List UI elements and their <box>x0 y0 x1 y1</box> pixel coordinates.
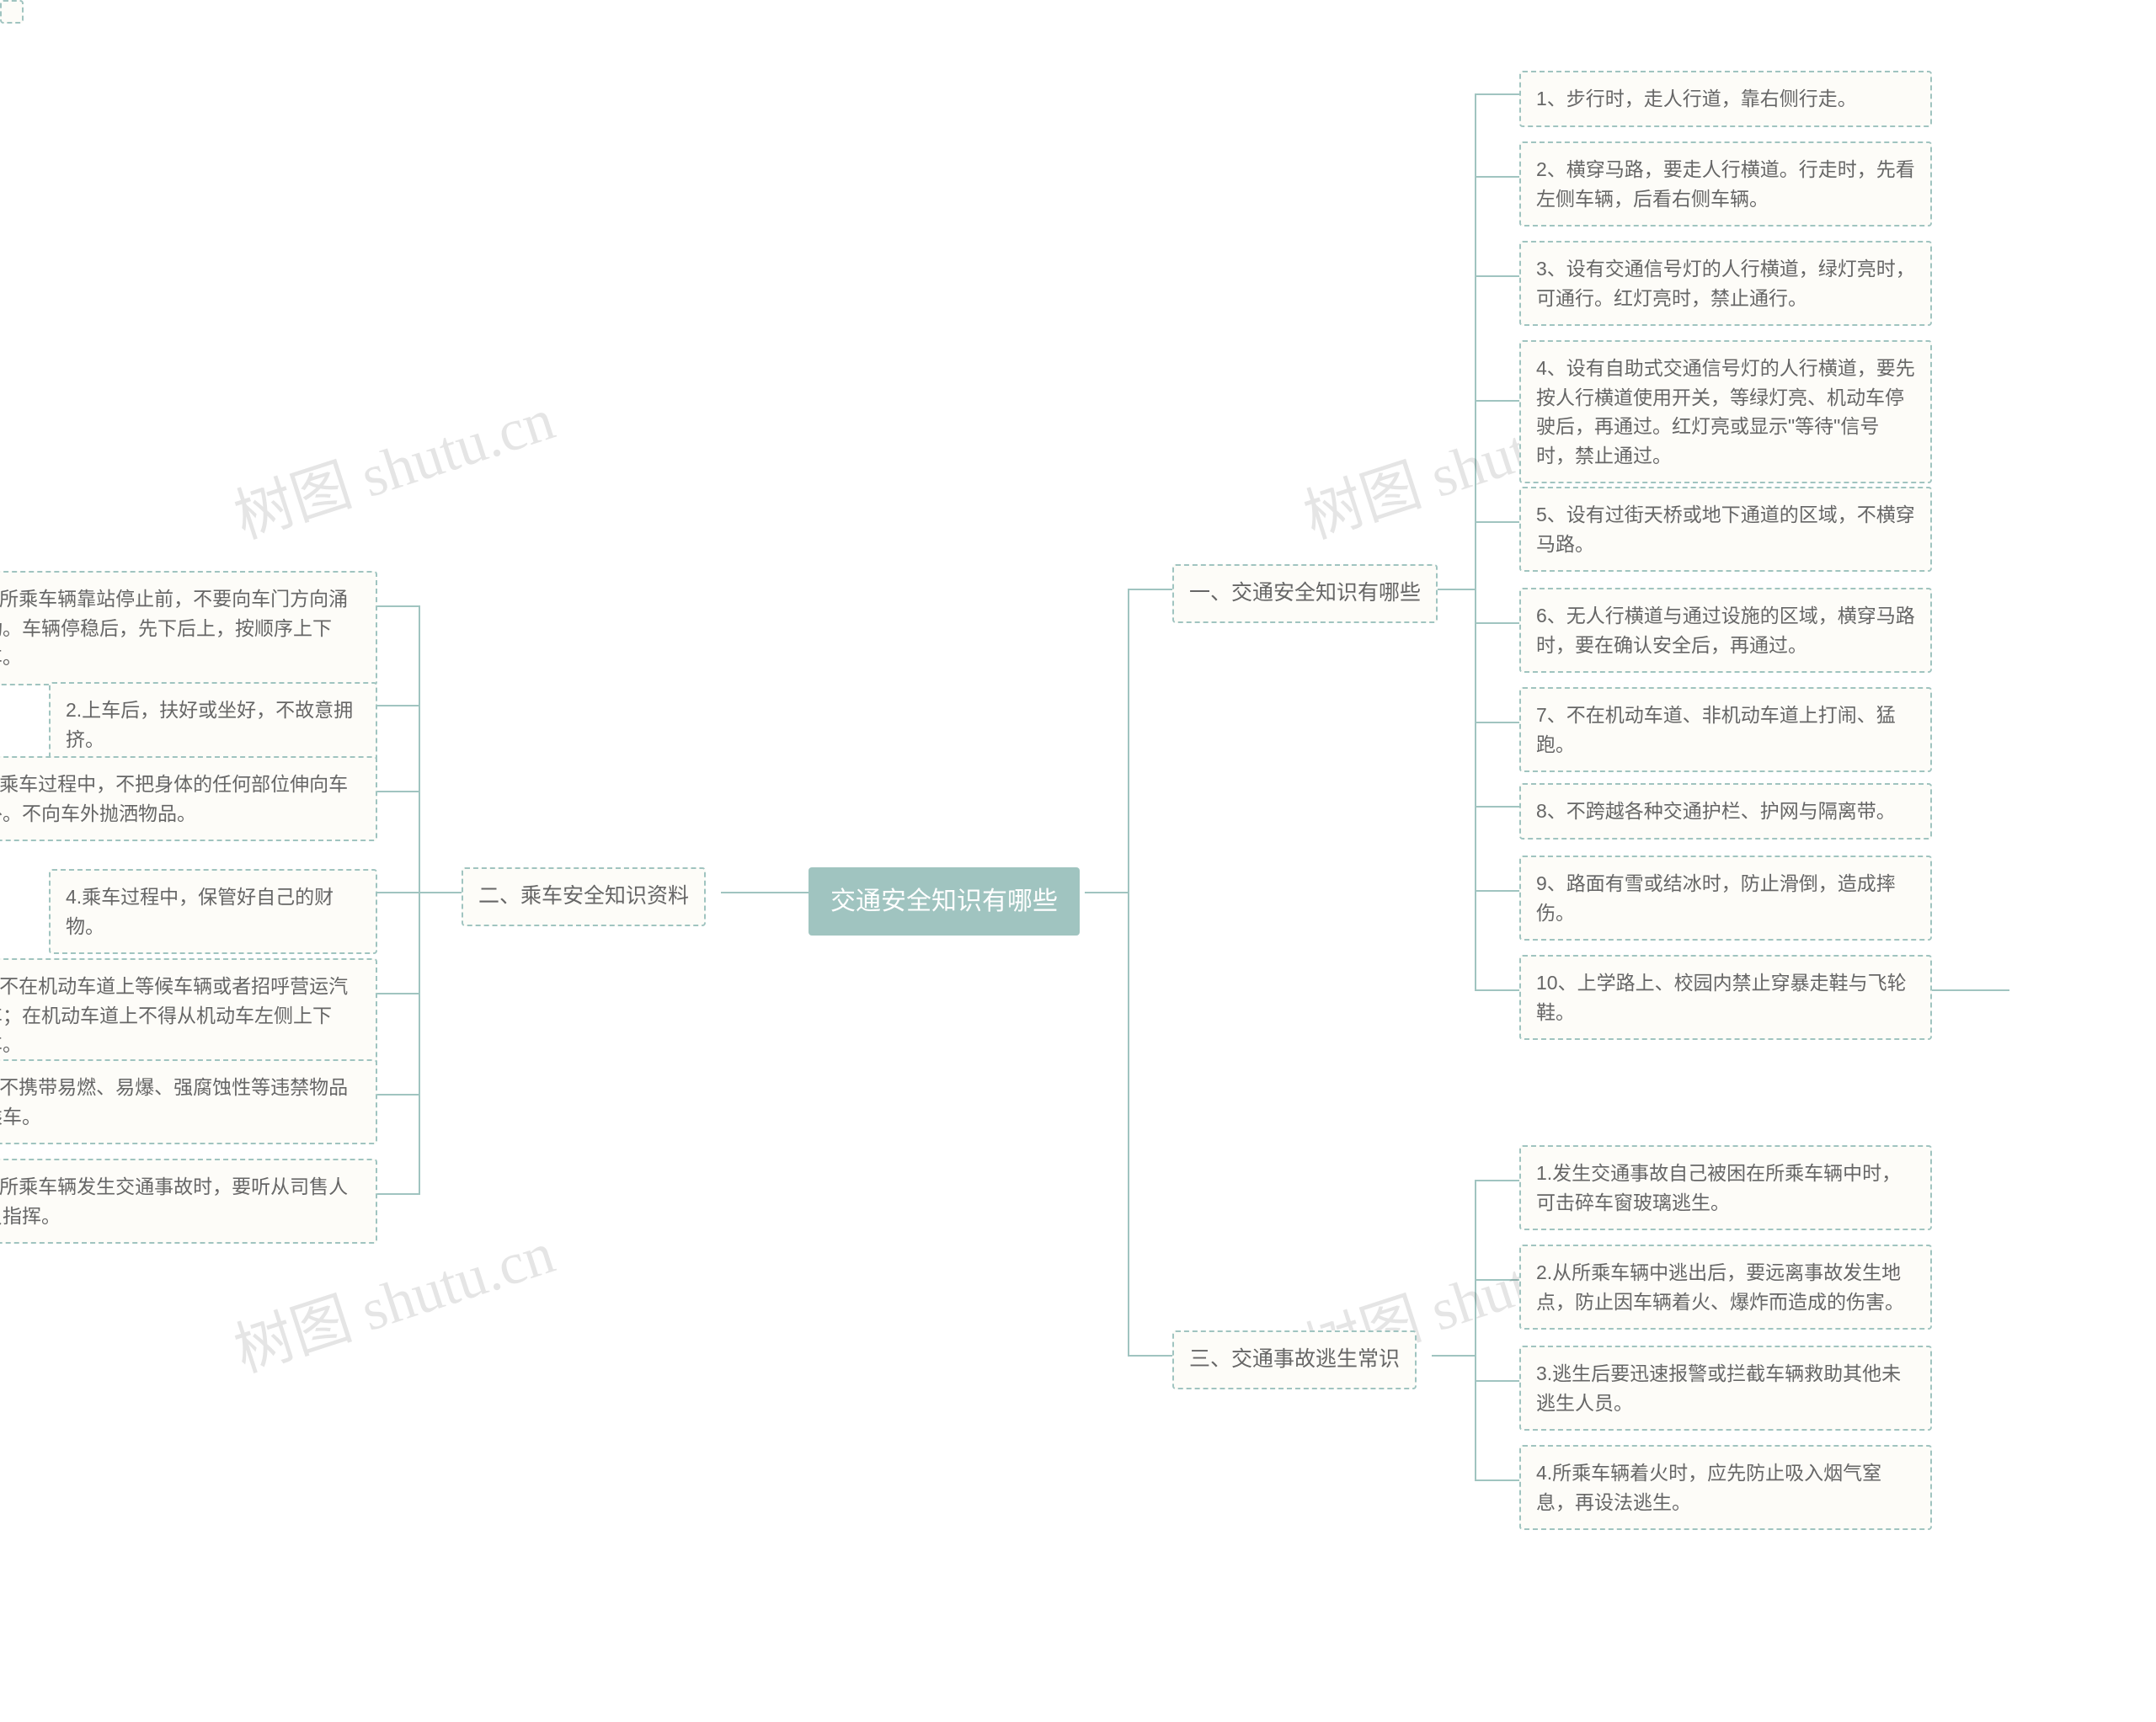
leaf-b2-2: 2.上车后，扶好或坐好，不故意拥挤。 <box>49 682 377 767</box>
leaf-b1-2: 2、横穿马路，要走人行横道。行走时，先看左侧车辆，后看右侧车辆。 <box>1519 141 1932 227</box>
leaf-b2-4: 4.乘车过程中，保管好自己的财物。 <box>49 869 377 954</box>
leaf-b2-6: 6.不携带易燃、易爆、强腐蚀性等违禁物品乘车。 <box>0 1059 377 1144</box>
leaf-b2-5: 5.不在机动车道上等候车辆或者招呼营运汽车；在机动车道上不得从机动车左侧上下车。 <box>0 958 377 1073</box>
leaf-b3-3: 3.逃生后要迅速报警或拦截车辆救助其他未逃生人员。 <box>1519 1346 1932 1431</box>
leaf-b3-1: 1.发生交通事故自己被困在所乘车辆中时，可击碎车窗玻璃逃生。 <box>1519 1145 1932 1230</box>
leaf-b2-7: 7.所乘车辆发生交通事故时，要听从司售人员指挥。 <box>0 1159 377 1244</box>
leaf-b1-9: 9、路面有雪或结冰时，防止滑倒，造成摔伤。 <box>1519 856 1932 941</box>
leaf-b3-2: 2.从所乘车辆中逃出后，要远离事故发生地点，防止因车辆着火、爆炸而造成的伤害。 <box>1519 1245 1932 1330</box>
leaf-b1-10-extra <box>0 0 24 24</box>
branch-node-2: 二、乘车安全知识资料 <box>462 867 706 926</box>
leaf-b1-3: 3、设有交通信号灯的人行横道，绿灯亮时，可通行。红灯亮时，禁止通行。 <box>1519 241 1932 326</box>
leaf-b1-8: 8、不跨越各种交通护栏、护网与隔离带。 <box>1519 783 1932 840</box>
leaf-b1-5: 5、设有过街天桥或地下通道的区域，不横穿马路。 <box>1519 487 1932 572</box>
branch-node-3: 三、交通事故逃生常识 <box>1172 1330 1417 1389</box>
leaf-b2-1: 1.所乘车辆靠站停止前，不要向车门方向涌动。车辆停稳后，先下后上，按顺序上下车。 <box>0 571 377 685</box>
root-node: 交通安全知识有哪些 <box>808 867 1080 936</box>
leaf-b1-6: 6、无人行横道与通过设施的区域，横穿马路时，要在确认安全后，再通过。 <box>1519 588 1932 673</box>
leaf-b1-7: 7、不在机动车道、非机动车道上打闹、猛跑。 <box>1519 687 1932 772</box>
watermark: 树图 shutu.cn <box>222 372 563 555</box>
leaf-b1-1: 1、步行时，走人行道，靠右侧行走。 <box>1519 71 1932 127</box>
leaf-b1-4: 4、设有自助式交通信号灯的人行横道，要先按人行横道使用开关，等绿灯亮、机动车停驶… <box>1519 340 1932 483</box>
leaf-b2-3: 3.乘车过程中，不把身体的任何部位伸向车外。不向车外抛洒物品。 <box>0 756 377 841</box>
leaf-b1-10: 10、上学路上、校园内禁止穿暴走鞋与飞轮鞋。 <box>1519 955 1932 1040</box>
leaf-b3-4: 4.所乘车辆着火时，应先防止吸入烟气窒息，再设法逃生。 <box>1519 1445 1932 1530</box>
branch-node-1: 一、交通安全知识有哪些 <box>1172 564 1438 623</box>
